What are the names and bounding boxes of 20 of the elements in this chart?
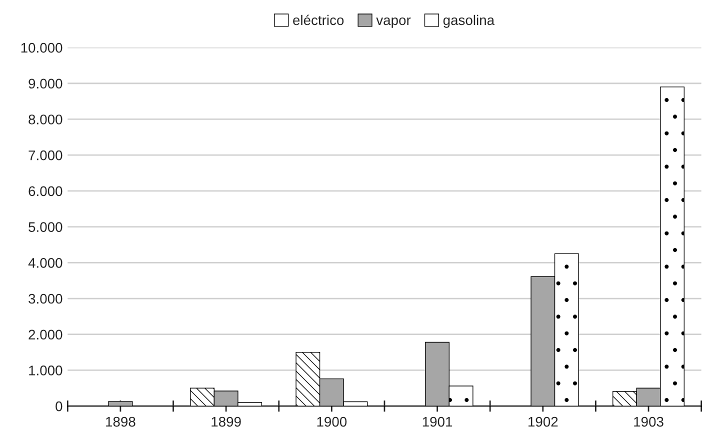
y-tick-label: 4.000: [28, 258, 62, 268]
y-tick-label: 0: [56, 401, 62, 412]
x-tick-label: 1901: [422, 416, 452, 427]
y-tick-label: 9.000: [28, 78, 62, 89]
y-tick-label: 1.000: [29, 366, 62, 376]
y-tick-label: 6.000: [28, 186, 62, 196]
y-tick-label: 8.000: [28, 114, 62, 124]
x-tick-label: 1902: [528, 416, 558, 427]
legend-label: vapor: [376, 17, 411, 28]
x-tick-label: 1899: [212, 416, 241, 427]
x-tick-label: 1898: [106, 416, 136, 427]
y-tick-label: 10.000: [21, 42, 62, 53]
x-tick-label: 1900: [317, 416, 347, 427]
legend-label: gasolina: [443, 14, 495, 28]
y-tick-label: 7.000: [28, 150, 62, 160]
legend-label: eléctrico: [293, 14, 344, 26]
y-tick-label: 2.000: [28, 330, 62, 340]
y-tick-label: 3.000: [28, 294, 62, 304]
x-tick-label: 1903: [634, 416, 664, 427]
y-tick-label: 5.000: [28, 222, 62, 232]
